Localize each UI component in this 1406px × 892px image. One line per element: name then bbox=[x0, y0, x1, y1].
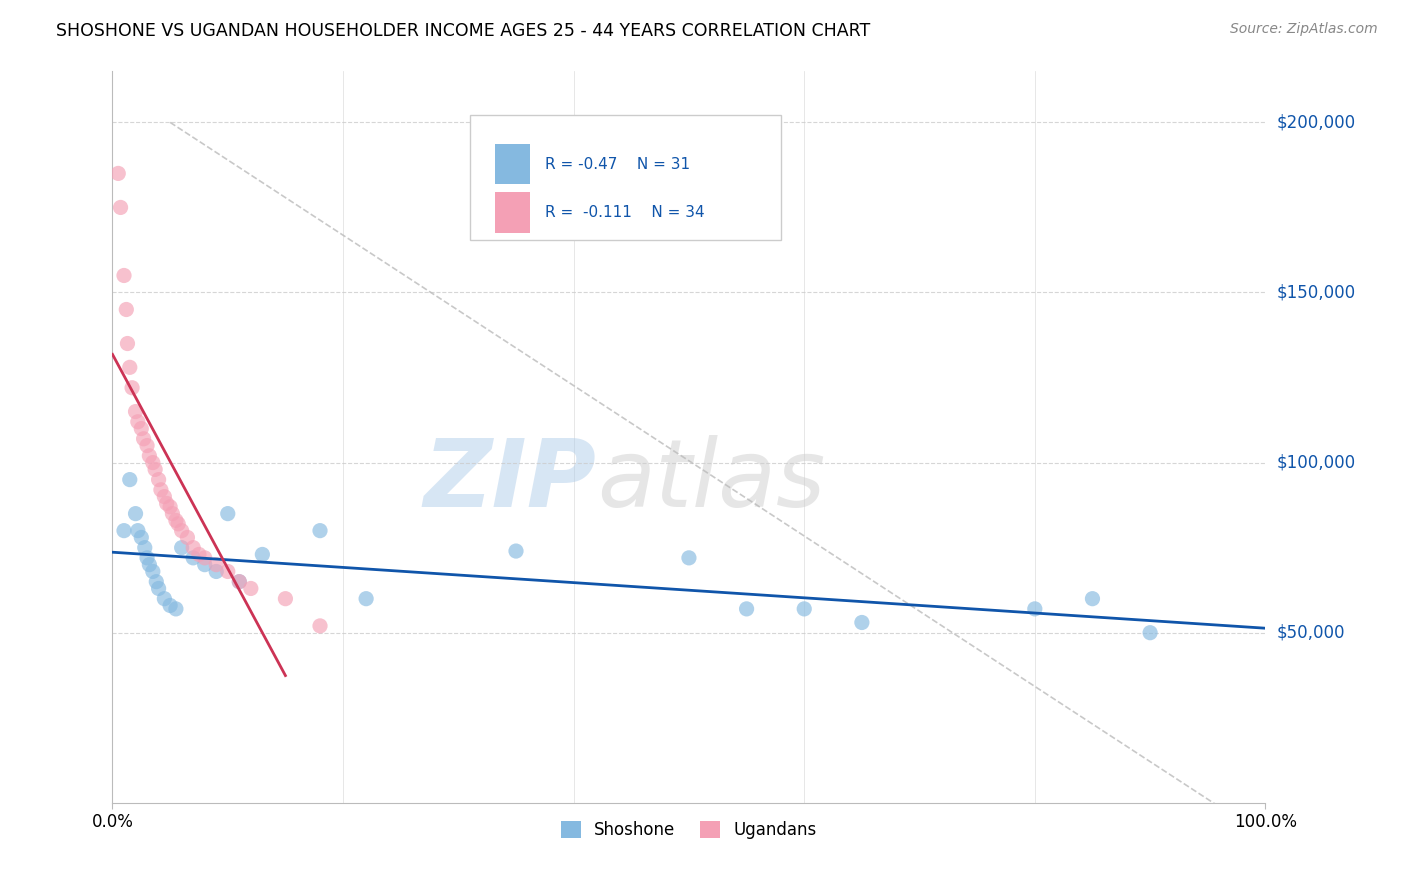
FancyBboxPatch shape bbox=[495, 145, 530, 185]
Point bbox=[274, 591, 297, 606]
Point bbox=[181, 550, 204, 565]
Point bbox=[165, 513, 187, 527]
Point bbox=[127, 524, 149, 538]
Point bbox=[205, 558, 228, 572]
Point bbox=[793, 602, 815, 616]
Point bbox=[138, 558, 160, 572]
Point bbox=[138, 449, 160, 463]
Text: $50,000: $50,000 bbox=[1277, 624, 1346, 641]
Point bbox=[239, 582, 262, 596]
Point bbox=[115, 302, 138, 317]
Point bbox=[143, 462, 166, 476]
Point bbox=[159, 500, 181, 514]
Point bbox=[217, 507, 239, 521]
Point bbox=[165, 602, 187, 616]
Point bbox=[153, 490, 176, 504]
Point bbox=[228, 574, 250, 589]
Point bbox=[124, 404, 146, 418]
Point bbox=[124, 507, 146, 521]
Point bbox=[1081, 591, 1104, 606]
Point bbox=[309, 524, 332, 538]
Text: atlas: atlas bbox=[596, 435, 825, 526]
Point bbox=[194, 558, 217, 572]
Point bbox=[194, 550, 217, 565]
Point bbox=[1024, 602, 1046, 616]
Point bbox=[127, 415, 149, 429]
Point bbox=[145, 574, 167, 589]
Text: $200,000: $200,000 bbox=[1277, 113, 1355, 131]
Point bbox=[162, 507, 184, 521]
Point bbox=[129, 421, 153, 435]
Point bbox=[148, 582, 170, 596]
Text: R = -0.47    N = 31: R = -0.47 N = 31 bbox=[546, 157, 690, 172]
FancyBboxPatch shape bbox=[470, 115, 782, 240]
Point bbox=[1139, 625, 1161, 640]
Point bbox=[181, 541, 204, 555]
Point bbox=[117, 336, 139, 351]
Point bbox=[851, 615, 873, 630]
Point bbox=[148, 473, 170, 487]
Point bbox=[134, 541, 156, 555]
Point bbox=[142, 456, 165, 470]
Point bbox=[167, 516, 190, 531]
Point bbox=[149, 483, 172, 497]
Point bbox=[136, 439, 159, 453]
Point bbox=[678, 550, 700, 565]
Point bbox=[159, 599, 181, 613]
Text: R =  -0.111    N = 34: R = -0.111 N = 34 bbox=[546, 205, 704, 220]
Point bbox=[156, 496, 179, 510]
Point bbox=[118, 360, 141, 375]
Point bbox=[170, 524, 193, 538]
Text: ZIP: ZIP bbox=[423, 435, 596, 527]
FancyBboxPatch shape bbox=[495, 193, 530, 233]
Point bbox=[170, 541, 193, 555]
Point bbox=[112, 268, 135, 283]
Point bbox=[505, 544, 527, 558]
Point bbox=[188, 548, 211, 562]
Point bbox=[121, 381, 143, 395]
Point bbox=[354, 591, 377, 606]
Text: Source: ZipAtlas.com: Source: ZipAtlas.com bbox=[1230, 22, 1378, 37]
Point bbox=[129, 531, 153, 545]
Text: $100,000: $100,000 bbox=[1277, 454, 1355, 472]
Point bbox=[217, 565, 239, 579]
Point bbox=[735, 602, 758, 616]
Point bbox=[153, 591, 176, 606]
Text: SHOSHONE VS UGANDAN HOUSEHOLDER INCOME AGES 25 - 44 YEARS CORRELATION CHART: SHOSHONE VS UGANDAN HOUSEHOLDER INCOME A… bbox=[56, 22, 870, 40]
Point bbox=[118, 473, 141, 487]
Point bbox=[205, 565, 228, 579]
Point bbox=[252, 548, 274, 562]
Point bbox=[112, 524, 135, 538]
Point bbox=[309, 619, 332, 633]
Point bbox=[176, 531, 198, 545]
Point bbox=[132, 432, 155, 446]
Point bbox=[142, 565, 165, 579]
Legend: Shoshone, Ugandans: Shoshone, Ugandans bbox=[554, 814, 824, 846]
Text: $150,000: $150,000 bbox=[1277, 284, 1355, 301]
Point bbox=[228, 574, 250, 589]
Point bbox=[136, 550, 159, 565]
Point bbox=[110, 201, 132, 215]
Point bbox=[107, 166, 129, 180]
